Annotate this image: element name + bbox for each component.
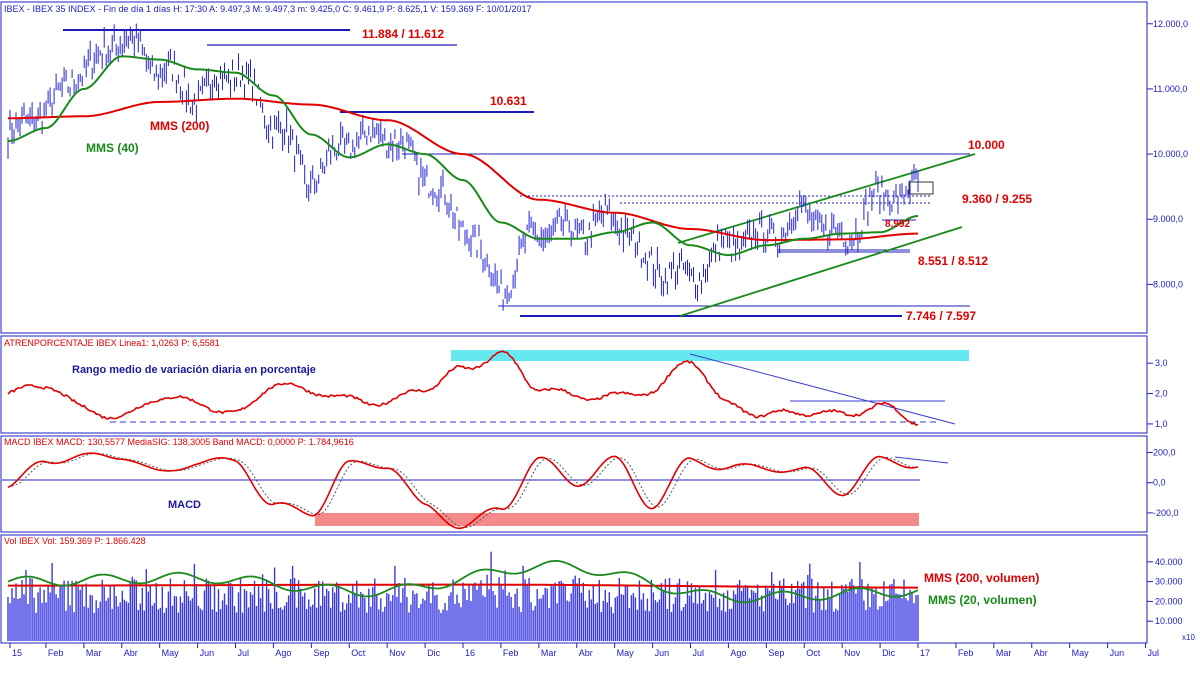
x-tick-label: Mar — [541, 648, 557, 658]
x-tick-label: Feb — [958, 648, 974, 658]
price-tick-label: 12.000,0 — [1153, 19, 1188, 29]
x-tick-label: Nov — [844, 648, 861, 658]
vol-sma20-line — [7, 560, 919, 604]
trend-upper — [677, 153, 976, 244]
sma40-line — [7, 55, 919, 257]
recent-price-box — [908, 181, 934, 195]
x-tick-label: Sep — [768, 648, 784, 658]
atr-highlight-band — [451, 350, 969, 361]
macd-panel-frame — [0, 435, 1148, 533]
x-tick-label: Ago — [730, 648, 746, 658]
sma200-line — [8, 97, 918, 242]
vol-tick-label: 20.000 — [1155, 596, 1183, 606]
macd-tick-label: 0,0 — [1153, 478, 1166, 488]
atr-downtrend — [689, 353, 956, 425]
atr-axis: 3,0 2,0 1,0 — [1147, 358, 1168, 429]
x-tick-label: May — [162, 648, 180, 658]
macd-header: MACD IBEX MACD: 130,5577 MediaSIG: 138,3… — [4, 437, 354, 447]
vol-mms200-label: MMS (200, volumen) — [924, 571, 1039, 585]
x-tick-label: Jun — [655, 648, 670, 658]
macd-note: MACD — [168, 499, 201, 511]
price-axis: 12.000,0 11.000,0 10.000,0 9.000,0 8.000,0 — [1147, 19, 1188, 289]
x-tick-label: Mar — [86, 648, 102, 658]
x-axis: 15 Feb Mar Abr May Jun Jul Ago Sep Oct Nov Dic 16 Feb… — [9, 643, 1160, 658]
price-bars — [7, 23, 919, 311]
atr-tick-label: 2,0 — [1155, 389, 1168, 399]
label-level-8551: 8.551 / 8.512 — [918, 254, 988, 268]
atr-tick-label: 1,0 — [1155, 419, 1168, 429]
price-tick-label: 9.000,0 — [1153, 214, 1183, 224]
label-level-8992: 8.992 — [885, 219, 910, 230]
volume-bars — [7, 551, 919, 641]
macd-trend-line — [894, 456, 949, 464]
x-tick-label: Mar — [996, 648, 1012, 658]
label-level-10631: 10.631 — [490, 94, 527, 108]
label-level-7746: 7.746 / 7.597 — [906, 309, 976, 323]
vol-header: Vol IBEX Vol: 159.369 P: 1.866.428 — [4, 536, 146, 546]
macd-tick-label: -200,0 — [1153, 508, 1179, 518]
vol-unit-label: x10 — [1182, 633, 1195, 642]
x-tick-label: Jul — [238, 648, 250, 658]
atr-note: Rango medio de variación diaria en porce… — [72, 364, 316, 376]
x-tick-label: Dic — [427, 648, 440, 658]
macd-tick-label: 200,0 — [1153, 448, 1176, 458]
x-tick-label: Abr — [124, 648, 138, 658]
x-tick-label: May — [617, 648, 635, 658]
vol-tick-label: 10.000 — [1155, 616, 1183, 626]
x-tick-label: Jul — [1148, 648, 1160, 658]
trend-lower — [679, 226, 963, 317]
price-tick-label: 11.000,0 — [1153, 84, 1187, 94]
x-tick-label: 15 — [12, 648, 22, 658]
x-tick-label: May — [1072, 648, 1090, 658]
x-tick-label: Abr — [579, 648, 593, 658]
x-tick-label: Feb — [503, 648, 519, 658]
x-tick-label: Jun — [200, 648, 215, 658]
x-tick-label: Dic — [882, 648, 895, 658]
label-level-9360: 9.360 / 9.255 — [962, 192, 1032, 206]
atr-header: ATRENPORCENTAJE IBEX Linea1: 1,0263 P: 6… — [4, 338, 220, 348]
price-tick-label: 8.000,0 — [1153, 279, 1183, 289]
x-tick-label: Oct — [351, 648, 366, 658]
x-tick-label: Jul — [693, 648, 705, 658]
price-header: IBEX - IBEX 35 INDEX - Fin de día 1 días… — [4, 4, 532, 14]
price-tick-label: 10.000,0 — [1153, 149, 1188, 159]
macd-axis: 200,0 0,0 -200,0 — [1147, 448, 1179, 518]
vol-axis: 40.000 30.000 20.000 10.000 — [1147, 557, 1183, 626]
vol-sma200-line — [8, 583, 918, 589]
x-tick-label: Nov — [389, 648, 406, 658]
macd-highlight-band — [315, 513, 919, 526]
level-lines — [63, 29, 970, 317]
x-tick-label: Feb — [48, 648, 64, 658]
label-level-11884: 11.884 / 11.612 — [362, 27, 444, 41]
atr-panel-frame — [0, 335, 1148, 434]
x-tick-label: 17 — [920, 648, 930, 658]
x-tick-label: 16 — [465, 648, 475, 658]
x-tick-label: Abr — [1034, 648, 1048, 658]
label-mms40: MMS (40) — [86, 141, 139, 155]
x-tick-label: Sep — [313, 648, 329, 658]
price-panel-frame — [0, 1, 1148, 334]
label-level-10000: 10.000 — [968, 138, 1005, 152]
macd-line — [7, 452, 919, 530]
vol-tick-label: 30.000 — [1155, 577, 1183, 587]
atr-line — [7, 350, 919, 426]
x-tick-label: Jun — [1110, 648, 1125, 658]
x-tick-label: Ago — [275, 648, 291, 658]
vol-panel-frame — [0, 534, 1148, 644]
vol-mms20-label: MMS (20, volumen) — [928, 593, 1037, 607]
label-mms200: MMS (200) — [150, 119, 209, 133]
vol-tick-label: 40.000 — [1155, 557, 1183, 567]
atr-tick-label: 3,0 — [1155, 358, 1168, 368]
x-tick-label: Oct — [806, 648, 821, 658]
